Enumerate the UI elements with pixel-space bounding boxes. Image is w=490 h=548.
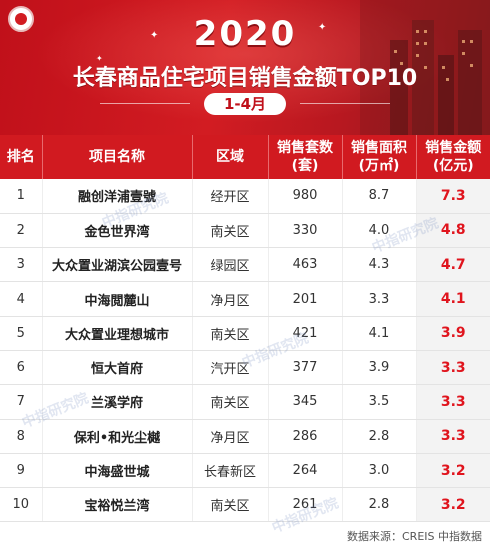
column-header-units: 销售套数 (套) xyxy=(268,135,343,179)
city-skyline-image xyxy=(360,0,490,135)
data-source-note: 数据来源：CREIS 中指数据 xyxy=(347,530,482,543)
table-row: 5 大众置业理想城市 南关区 421 4.1 3.9 xyxy=(0,316,490,351)
rank-cell: 1 xyxy=(0,179,43,214)
table-header-row: 排名 项目名称 区域 销售套数 (套) 销售面积 (万㎡) 销售金额 (亿元) xyxy=(0,135,490,179)
district-cell: 净月区 xyxy=(192,281,269,317)
table-row: 1 融创洋浦壹號 经开区 980 8.7 7.3 xyxy=(0,179,490,214)
amount-cell: 3.3 xyxy=(416,350,490,386)
project-name-cell: 大众置业湖滨公园壹号 xyxy=(42,247,193,283)
rank-cell: 2 xyxy=(0,213,43,249)
units-cell: 330 xyxy=(268,213,343,249)
project-name-cell: 保利•和光尘樾 xyxy=(42,419,193,454)
table-row: 6 恒大首府 汽开区 377 3.9 3.3 xyxy=(0,350,490,386)
page-title: 长春商品住宅项目销售金额TOP10 xyxy=(72,66,418,91)
project-name-cell: 融创洋浦壹號 xyxy=(42,179,193,214)
year-heading: 2020 xyxy=(193,14,297,54)
units-cell: 261 xyxy=(268,487,343,523)
ranking-table: 排名 项目名称 区域 销售套数 (套) 销售面积 (万㎡) 销售金额 (亿元) 1 融… xyxy=(0,135,490,523)
area-cell: 3.5 xyxy=(342,384,417,420)
table-row: 4 中海閲麓山 净月区 201 3.3 4.1 xyxy=(0,281,490,317)
rank-cell: 9 xyxy=(0,453,43,489)
area-cell: 3.0 xyxy=(342,453,417,489)
title-banner: ✦ ✦ ✦ 2020 长春商品住宅项目销售金额TOP10 1-4月 xyxy=(0,0,490,135)
column-header-area: 销售面积 (万㎡) xyxy=(342,135,417,179)
area-cell: 2.8 xyxy=(342,419,417,454)
district-cell: 净月区 xyxy=(192,419,269,454)
amount-cell: 3.9 xyxy=(416,316,490,351)
district-cell: 长春新区 xyxy=(192,453,269,489)
area-cell: 4.0 xyxy=(342,213,417,249)
district-cell: 南关区 xyxy=(192,384,269,420)
rank-cell: 3 xyxy=(0,247,43,283)
amount-cell: 7.3 xyxy=(416,179,490,214)
area-cell: 4.1 xyxy=(342,316,417,351)
district-cell: 绿园区 xyxy=(192,247,269,283)
amount-cell: 4.7 xyxy=(416,247,490,283)
table-row: 10 宝裕悦兰湾 南关区 261 2.8 3.2 xyxy=(0,487,490,523)
district-cell: 南关区 xyxy=(192,316,269,351)
amount-cell: 3.3 xyxy=(416,384,490,420)
rank-cell: 8 xyxy=(0,419,43,454)
amount-cell: 4.8 xyxy=(416,213,490,249)
district-cell: 经开区 xyxy=(192,179,269,214)
table-row: 9 中海盛世城 长春新区 264 3.0 3.2 xyxy=(0,453,490,489)
sparkle-icon: ✦ xyxy=(96,54,103,63)
area-cell: 4.3 xyxy=(342,247,417,283)
amount-cell: 3.2 xyxy=(416,487,490,523)
project-name-cell: 兰溪学府 xyxy=(42,384,193,420)
district-cell: 汽开区 xyxy=(192,350,269,386)
logo-icon xyxy=(8,6,34,32)
column-header-amount: 销售金额 (亿元) xyxy=(416,135,490,179)
rank-cell: 6 xyxy=(0,350,43,386)
table-row: 2 金色世界湾 南关区 330 4.0 4.8 xyxy=(0,213,490,249)
rank-cell: 7 xyxy=(0,384,43,420)
sparkle-icon: ✦ xyxy=(150,30,159,41)
area-cell: 3.3 xyxy=(342,281,417,317)
units-cell: 264 xyxy=(268,453,343,489)
units-cell: 286 xyxy=(268,419,343,454)
project-name-cell: 金色世界湾 xyxy=(42,213,193,249)
area-cell: 3.9 xyxy=(342,350,417,386)
units-cell: 345 xyxy=(268,384,343,420)
column-header-rank: 排名 xyxy=(0,135,43,179)
decor-line-left xyxy=(100,103,190,104)
units-cell: 463 xyxy=(268,247,343,283)
project-name-cell: 中海盛世城 xyxy=(42,453,193,489)
rank-cell: 10 xyxy=(0,487,43,523)
units-cell: 421 xyxy=(268,316,343,351)
table-row: 3 大众置业湖滨公园壹号 绿园区 463 4.3 4.7 xyxy=(0,247,490,283)
project-name-cell: 中海閲麓山 xyxy=(42,281,193,317)
amount-cell: 3.2 xyxy=(416,453,490,489)
district-cell: 南关区 xyxy=(192,487,269,523)
area-cell: 2.8 xyxy=(342,487,417,523)
sparkle-icon: ✦ xyxy=(318,22,327,33)
column-header-name: 项目名称 xyxy=(42,135,193,179)
decor-line-right xyxy=(300,103,390,104)
period-badge: 1-4月 xyxy=(204,93,286,115)
amount-cell: 4.1 xyxy=(416,281,490,317)
area-cell: 8.7 xyxy=(342,179,417,214)
rank-cell: 5 xyxy=(0,316,43,351)
district-cell: 南关区 xyxy=(192,213,269,249)
table-row: 8 保利•和光尘樾 净月区 286 2.8 3.3 xyxy=(0,419,490,454)
column-header-district: 区域 xyxy=(192,135,269,179)
table-row: 7 兰溪学府 南关区 345 3.5 3.3 xyxy=(0,384,490,420)
project-name-cell: 恒大首府 xyxy=(42,350,193,386)
rank-cell: 4 xyxy=(0,281,43,317)
amount-cell: 3.3 xyxy=(416,419,490,454)
units-cell: 377 xyxy=(268,350,343,386)
units-cell: 201 xyxy=(268,281,343,317)
project-name-cell: 大众置业理想城市 xyxy=(42,316,193,351)
project-name-cell: 宝裕悦兰湾 xyxy=(42,487,193,523)
units-cell: 980 xyxy=(268,179,343,214)
